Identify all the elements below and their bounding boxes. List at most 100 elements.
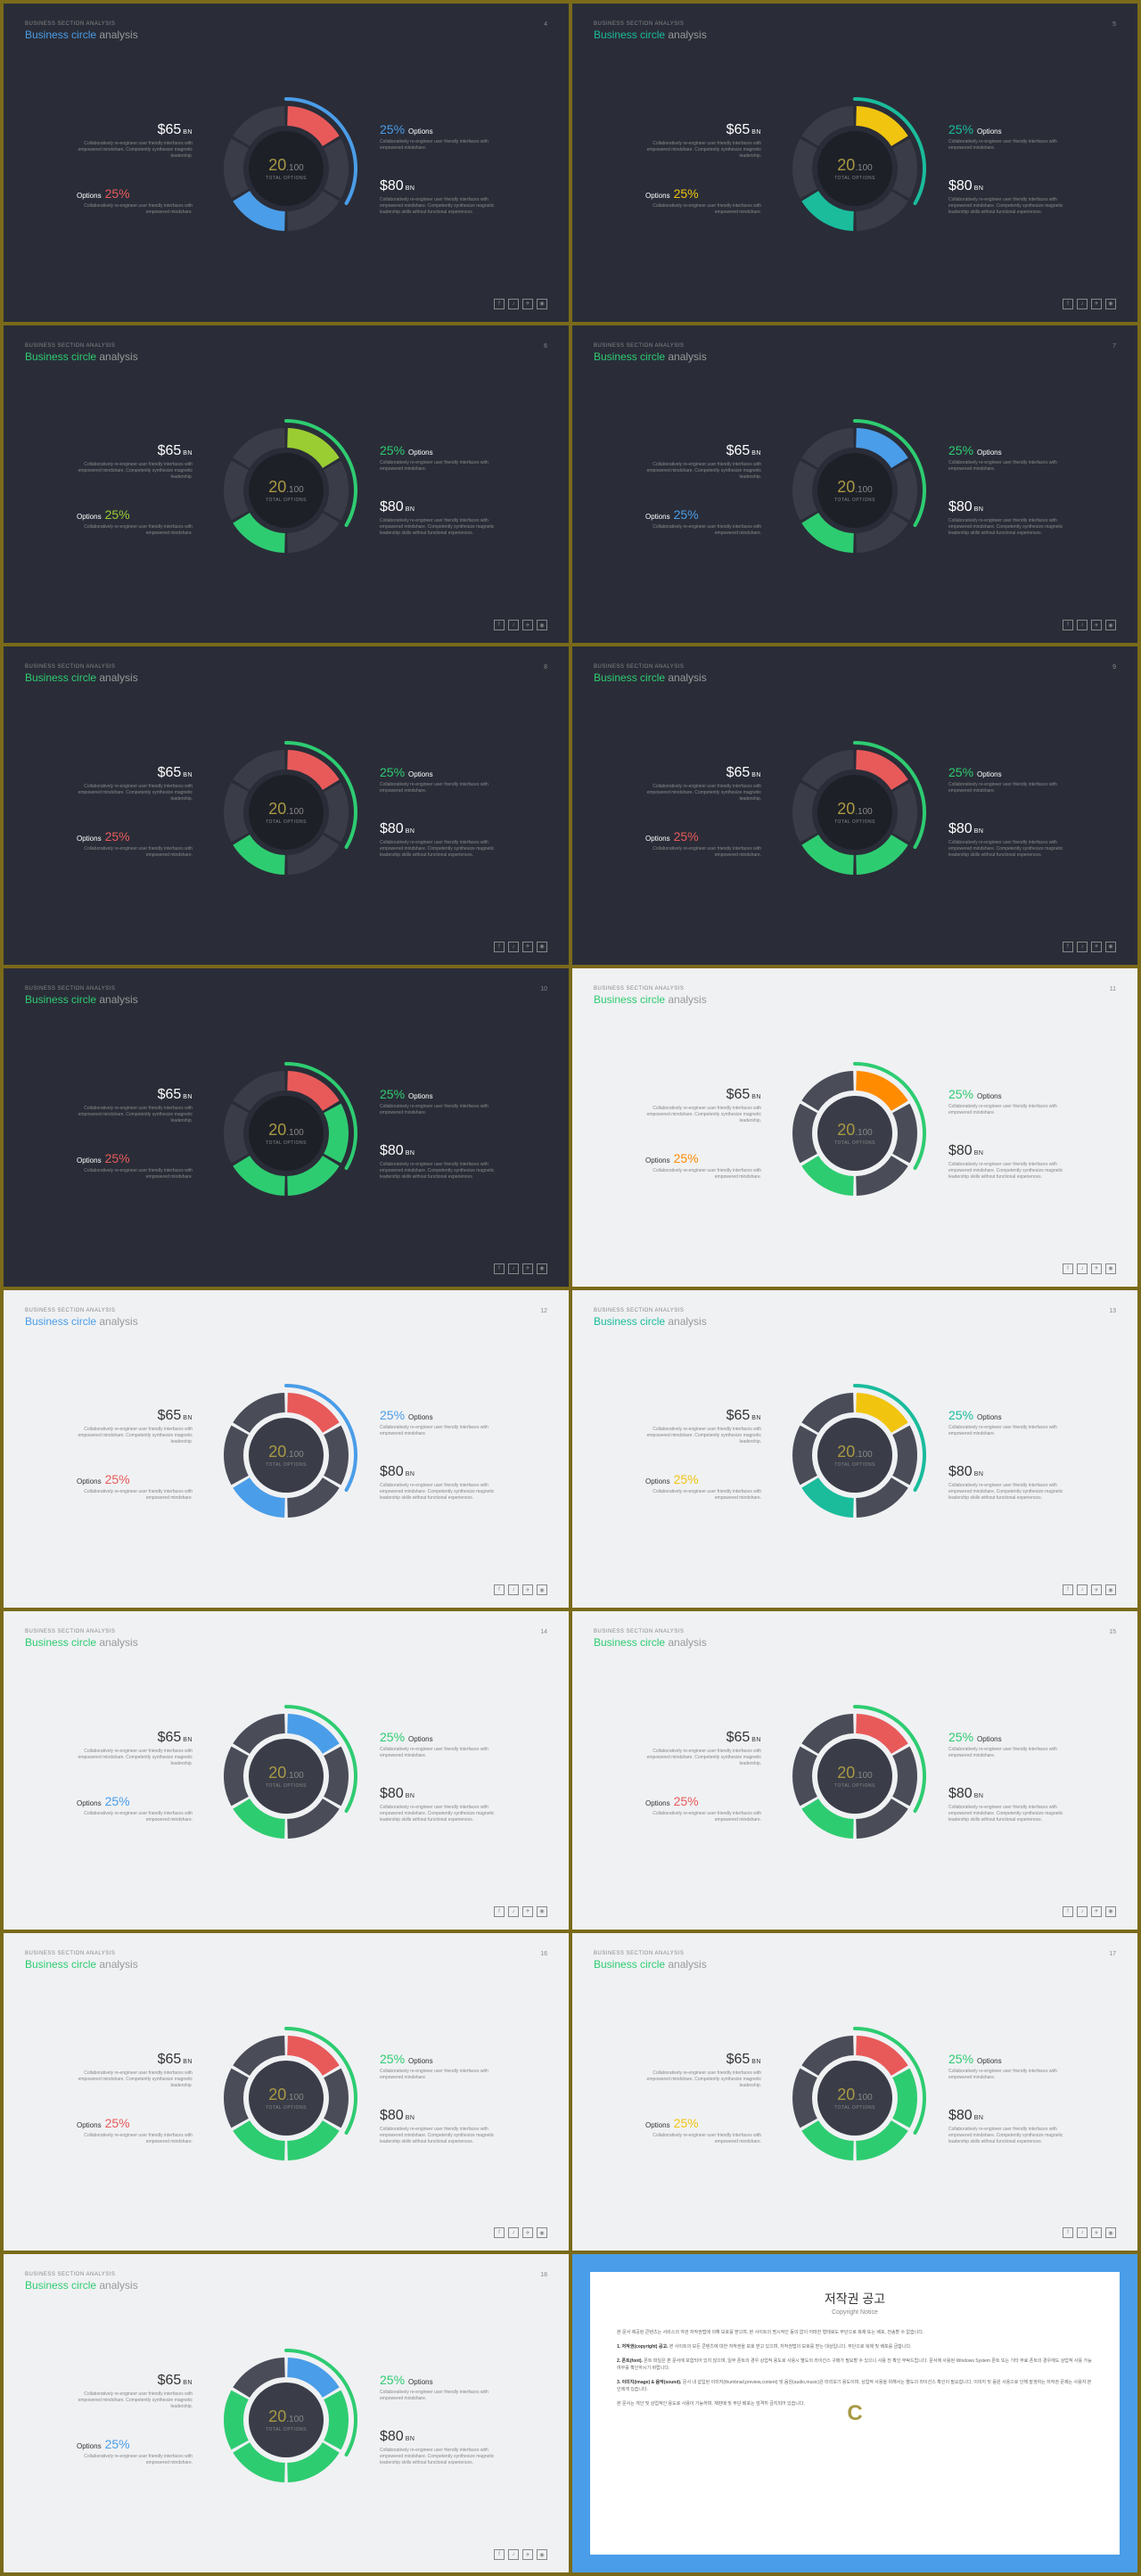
stat-desc: Collaboratively re-engineer user friendl… (645, 1427, 761, 1445)
page-number: 14 (540, 1629, 547, 1635)
social-icon[interactable]: ◉ (537, 299, 547, 309)
social-icon[interactable]: ◉ (537, 2549, 547, 2560)
social-icon[interactable]: ◉ (1105, 942, 1116, 952)
social-icon[interactable]: f (494, 1263, 505, 1274)
social-icon[interactable]: ✈ (522, 620, 533, 630)
page-number: 4 (544, 21, 547, 28)
stat-value: $80BN (948, 821, 1064, 837)
social-icon[interactable]: ◉ (537, 1906, 547, 1917)
stat-block: Options25% Collaboratively re-engineer u… (645, 829, 761, 859)
social-icon[interactable]: ♪ (508, 2227, 519, 2238)
social-icon[interactable]: ♪ (508, 942, 519, 952)
social-icon[interactable]: f (494, 2227, 505, 2238)
social-icon[interactable]: ✈ (1091, 942, 1102, 952)
stat-value: $65BN (77, 2052, 193, 2068)
social-icon[interactable]: f (1063, 1263, 1073, 1274)
stat-desc: Collaboratively re-engineer user friendl… (380, 1805, 496, 1823)
slide-title: Business circle analysis (594, 671, 1116, 684)
stat-desc: Collaboratively re-engineer user friendl… (948, 1162, 1064, 1181)
donut-chart: 20.100 TOTAL OPTIONS (210, 1058, 362, 1209)
social-icon[interactable]: ◉ (537, 942, 547, 952)
social-icon[interactable]: ♪ (1077, 2227, 1088, 2238)
stat-desc: Collaboratively re-engineer user friendl… (948, 1747, 1064, 1759)
social-icon[interactable]: ♪ (508, 620, 519, 630)
stat-desc: Collaboratively re-engineer user friendl… (77, 1106, 193, 1124)
social-icon[interactable]: ♪ (1077, 620, 1088, 630)
social-icon[interactable]: ♪ (1077, 299, 1088, 309)
social-icon[interactable]: f (494, 299, 505, 309)
social-icon[interactable]: ✈ (1091, 299, 1102, 309)
social-icon[interactable]: ◉ (537, 620, 547, 630)
social-icon[interactable]: ♪ (1077, 1584, 1088, 1595)
social-icon[interactable]: ◉ (1105, 1584, 1116, 1595)
stat-value: $80BN (380, 2429, 496, 2445)
stat-block: 25%Options Collaboratively re-engineer u… (380, 443, 496, 473)
donut-chart: 20.100 TOTAL OPTIONS (779, 415, 931, 566)
slide-title: Business circle analysis (594, 993, 1116, 1006)
social-icon[interactable]: ✈ (522, 1263, 533, 1274)
social-icons: f♪✈ ◉ (494, 620, 547, 630)
slide-subtitle: BUSINESS SECTION ANALYSIS (594, 1951, 1116, 1956)
social-icon[interactable]: f (494, 620, 505, 630)
social-icon[interactable]: ◉ (1105, 2227, 1116, 2238)
stat-desc: Collaboratively re-engineer user friendl… (948, 1104, 1064, 1116)
page-number: 17 (1109, 1951, 1116, 1957)
social-icon[interactable]: ✈ (522, 2549, 533, 2560)
stat-value: 25%Options (948, 1408, 1064, 1422)
social-icon[interactable]: ♪ (508, 1263, 519, 1274)
social-icon[interactable]: ✈ (522, 1906, 533, 1917)
social-icon[interactable]: ✈ (522, 1584, 533, 1595)
social-icon[interactable]: f (1063, 2227, 1073, 2238)
social-icon[interactable]: ✈ (522, 299, 533, 309)
stat-desc: Collaboratively re-engineer user friendl… (77, 141, 193, 160)
stat-desc: Collaboratively re-engineer user friendl… (380, 2390, 496, 2402)
social-icon[interactable]: f (494, 1584, 505, 1595)
slide-title: Business circle analysis (594, 29, 1116, 41)
social-icon[interactable]: f (1063, 1906, 1073, 1917)
social-icon[interactable]: ◉ (1105, 620, 1116, 630)
social-icon[interactable]: f (1063, 942, 1073, 952)
social-icon[interactable]: ◉ (537, 1584, 547, 1595)
social-icon[interactable]: ✈ (522, 942, 533, 952)
stat-desc: Collaboratively re-engineer user friendl… (380, 2448, 496, 2466)
social-icon[interactable]: ◉ (1105, 299, 1116, 309)
slide-subtitle: BUSINESS SECTION ANALYSIS (25, 1308, 547, 1313)
social-icon[interactable]: ♪ (1077, 1263, 1088, 1274)
stat-desc: Collaboratively re-engineer user friendl… (645, 203, 761, 216)
social-icon[interactable]: ♪ (1077, 942, 1088, 952)
social-icon[interactable]: ✈ (1091, 1906, 1102, 1917)
social-icon[interactable]: f (494, 2549, 505, 2560)
stat-desc: Collaboratively re-engineer user friendl… (77, 1168, 193, 1181)
social-icon[interactable]: ✈ (522, 2227, 533, 2238)
social-icon[interactable]: ◉ (537, 1263, 547, 1274)
social-icon[interactable]: f (1063, 620, 1073, 630)
social-icon[interactable]: ♪ (508, 1906, 519, 1917)
stat-block: 25%Options Collaboratively re-engineer u… (948, 1730, 1064, 1759)
stat-block: 25%Options Collaboratively re-engineer u… (948, 2052, 1064, 2081)
social-icon[interactable]: f (494, 942, 505, 952)
social-icon[interactable]: f (1063, 299, 1073, 309)
page-number: 10 (540, 986, 547, 992)
social-icon[interactable]: f (1063, 1584, 1073, 1595)
page-number: 6 (544, 343, 547, 350)
stat-value: Options25% (645, 507, 761, 522)
stat-block: $65BN Collaboratively re-engineer user f… (77, 765, 193, 802)
social-icon[interactable]: f (494, 1906, 505, 1917)
chart-center-label: TOTAL OPTIONS (266, 1783, 307, 1789)
social-icon[interactable]: ♪ (508, 299, 519, 309)
social-icon[interactable]: ♪ (508, 2549, 519, 2560)
social-icon[interactable]: ◉ (1105, 1906, 1116, 1917)
social-icon[interactable]: ♪ (1077, 1906, 1088, 1917)
slide-title: Business circle analysis (25, 993, 547, 1006)
social-icon[interactable]: ◉ (537, 2227, 547, 2238)
social-icon[interactable]: ✈ (1091, 2227, 1102, 2238)
social-icon[interactable]: ✈ (1091, 620, 1102, 630)
social-icon[interactable]: ♪ (508, 1584, 519, 1595)
social-icon[interactable]: ✈ (1091, 1263, 1102, 1274)
social-icon[interactable]: ✈ (1091, 1584, 1102, 1595)
stat-desc: Collaboratively re-engineer user friendl… (948, 2127, 1064, 2145)
social-icon[interactable]: ◉ (1105, 1263, 1116, 1274)
stat-value: Options25% (77, 2437, 193, 2451)
stat-block: 25%Options Collaboratively re-engineer u… (380, 2373, 496, 2402)
slide: BUSINESS SECTION ANALYSIS Business circl… (572, 1933, 1137, 2251)
